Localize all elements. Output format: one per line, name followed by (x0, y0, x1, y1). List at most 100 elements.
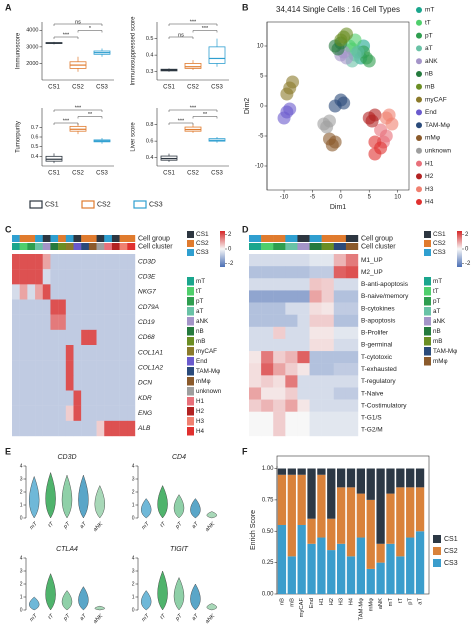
heat-cell (19, 329, 28, 346)
legend-label: mT (433, 278, 442, 285)
heat-cell (19, 420, 28, 437)
legend-swatch (29, 200, 43, 209)
heat-cell (96, 254, 105, 270)
legend-label: H4 (425, 199, 434, 206)
heat-cell (88, 254, 97, 270)
x-tick-label: mT (141, 521, 151, 531)
legend-label: H3 (425, 186, 434, 193)
legend-swatch (187, 231, 194, 238)
legend-label: mB (433, 338, 442, 345)
legend-label: H3 (196, 418, 205, 425)
row-label: ALB (137, 425, 151, 432)
heat-cell (42, 329, 51, 346)
legend-label: aNK (425, 58, 438, 65)
heat-cell (96, 405, 105, 422)
heat-cell (321, 387, 334, 400)
heat-cell (249, 290, 262, 303)
heat-cell (345, 266, 359, 279)
legend-label: mMφ (425, 135, 440, 142)
heat-cell (58, 345, 67, 361)
y-tick-label: 3000 (26, 44, 38, 50)
heat-cell (261, 351, 274, 364)
significance-label: *** (63, 119, 70, 125)
heat-cell (309, 399, 322, 412)
legend-swatch (424, 347, 431, 356)
heat-cell (104, 314, 113, 331)
violin (157, 485, 168, 519)
x-tick-label: 0 (339, 195, 343, 201)
heat-cell (96, 345, 105, 361)
heat-cell (81, 329, 90, 346)
colorbar-label: 0 (465, 247, 469, 253)
heat-cell (285, 266, 298, 279)
heat-cell (65, 420, 74, 437)
colorbar (457, 231, 462, 267)
group-bar (88, 235, 97, 242)
heat-cell (297, 338, 310, 352)
bar-segment (327, 550, 336, 594)
group-bar (345, 235, 359, 242)
legend-label: mB (196, 338, 205, 345)
heat-cell (127, 390, 136, 406)
heat-cell (249, 363, 262, 376)
legend-marker (416, 83, 422, 90)
heat-cell (19, 360, 28, 376)
heat-cell (19, 299, 28, 315)
y-tick-label: 0.6 (31, 134, 39, 140)
heat-cell (104, 299, 113, 315)
bar-segment (287, 468, 296, 475)
heat-cell (127, 284, 136, 300)
heat-cell (273, 399, 286, 412)
heat-cell (88, 299, 97, 315)
y-tick-label: 4 (20, 463, 23, 469)
legend-marker (416, 19, 422, 26)
bar-segment (346, 468, 356, 488)
heat-cell (27, 345, 36, 361)
heat-cell (333, 411, 347, 425)
heat-cell (35, 375, 43, 391)
heat-cell (19, 375, 28, 391)
heat-cell (65, 405, 74, 422)
legend-label: CS3 (444, 560, 458, 567)
significance-label: * (89, 26, 92, 32)
legend-swatch (424, 357, 431, 366)
legend-label: pT (196, 298, 204, 305)
x-tick-label: aT (191, 521, 200, 530)
heat-cell (127, 405, 136, 422)
heat-cell (273, 411, 286, 425)
x-tick-label: tT (159, 613, 167, 621)
heat-cell (42, 390, 51, 406)
row-label: T-G2/M (361, 427, 383, 434)
heat-cell (35, 284, 43, 300)
y-tick-label: 0.75 (262, 497, 274, 503)
legend-swatch (133, 200, 147, 209)
heat-cell (104, 360, 113, 376)
heat-cell (119, 314, 128, 331)
row-label: B-cytokines (361, 305, 395, 312)
heat-cell (345, 387, 359, 400)
heat-cell (273, 302, 286, 315)
y-tick-label: 2 (132, 489, 135, 495)
heat-cell (73, 269, 82, 285)
heat-cell (58, 390, 67, 406)
heat-cell (73, 254, 82, 270)
cell-point (280, 87, 294, 101)
legend-swatch (187, 377, 194, 386)
violin (29, 596, 40, 611)
heat-cell (285, 387, 298, 400)
heat-cell (285, 254, 298, 267)
heat-cell (297, 254, 310, 267)
heat-cell (12, 284, 20, 300)
heat-cell (96, 314, 105, 331)
row-label: NKG7 (138, 289, 156, 296)
heat-cell (119, 254, 128, 270)
heat-cell (111, 390, 120, 406)
violin (78, 586, 89, 611)
heat-cell (73, 284, 82, 300)
group-bar (297, 235, 310, 242)
heat-cell (12, 329, 20, 346)
violin (206, 511, 217, 519)
y-tick-label: 0.5 (146, 36, 154, 42)
cell-point (365, 114, 379, 128)
x-tick-label: mT (388, 598, 394, 607)
